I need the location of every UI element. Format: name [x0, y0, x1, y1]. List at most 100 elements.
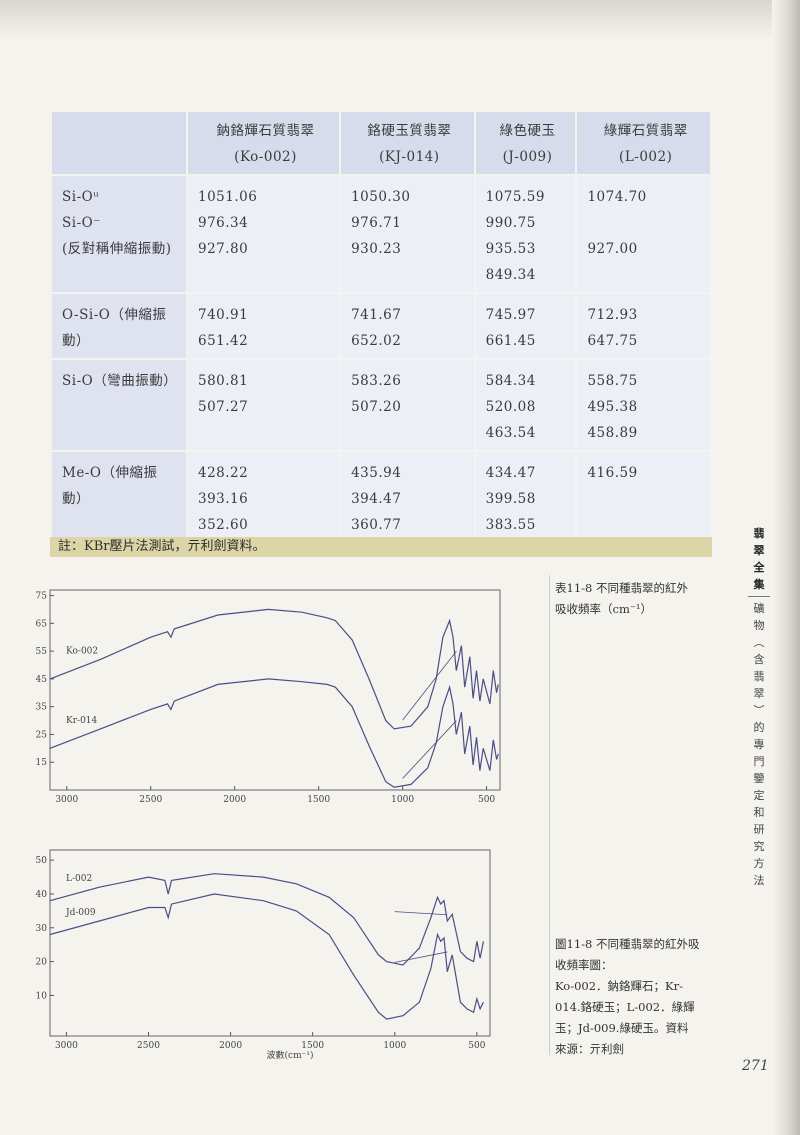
x-tick-label: 3000: [55, 795, 78, 805]
value-cell: 1075.59 990.75 935.53 849.34: [475, 176, 576, 292]
series-line: [49, 608, 499, 730]
page-edge: [772, 0, 800, 1135]
header-code: (L-002): [619, 149, 673, 165]
frequency-value: 651.42: [198, 333, 249, 349]
value-cell: 745.97 661.45: [475, 294, 576, 358]
sidebar-chapter-char: 法: [753, 874, 765, 887]
row-label-cell: Me-O（伸縮振 動）: [52, 452, 186, 542]
frequency-value: 849.34: [485, 267, 536, 283]
frequency-value: 495.38: [587, 399, 638, 415]
sidebar-book-char: 翠: [753, 544, 765, 557]
sidebar-chapter-char: 究: [753, 840, 765, 853]
sidebar-chapter-char: ︶: [753, 704, 765, 717]
frequency-value: 584.34: [485, 373, 536, 389]
frequency-value: 935.53: [485, 241, 536, 257]
sidebar-chapter-char: 專: [753, 738, 765, 751]
table-caption: 表11-8 不同種翡翠的紅外 吸收頻率（cm⁻¹）: [555, 578, 705, 620]
table-row: Si-O（彎曲振動） 580.81 507.27 583.26 507.20 584.34…: [52, 360, 710, 450]
y-tick-label: 30: [36, 924, 48, 934]
figure-caption-line: 玉；Jd-009.綠硬玉。資料: [555, 1021, 689, 1035]
x-tick-label: 2500: [137, 1041, 160, 1051]
table-row: Si-Oᵘ Si-O⁻ (反對稱伸縮振動) 1051.06 976.34 927.80 10…: [52, 176, 710, 292]
annotation-line: [402, 720, 457, 779]
frequency-value: 428.22: [198, 465, 249, 481]
frequency-value: 520.08: [485, 399, 536, 415]
frequency-value: 394.47: [351, 491, 402, 507]
frequency-value: 558.75: [587, 373, 638, 389]
sidebar-chapter-char: 定: [753, 789, 765, 802]
row-label-line: Si-O⁻: [62, 215, 101, 231]
sidebar-chapter-char: 翠: [753, 687, 765, 700]
value-cell: 580.81 507.27: [188, 360, 340, 450]
plot-frame: [49, 849, 491, 1037]
row-label-line: 動）: [62, 491, 90, 507]
value-cell: 1051.06 976.34 927.80: [188, 176, 340, 292]
frequency-value: 580.81: [198, 373, 249, 389]
table-header-cell: 綠輝石質翡翠 (L-002): [577, 112, 710, 174]
y-tick-label: 40: [36, 890, 48, 900]
value-cell: 712.93 647.75: [577, 294, 710, 358]
sidebar-book-char: 全: [753, 561, 765, 574]
header-name: 綠色硬玉: [499, 123, 556, 139]
sidebar-book-char: 集: [753, 578, 765, 591]
row-label-line: O-Si-O（伸縮振: [62, 307, 167, 323]
row-label-line: Me-O（伸縮振: [62, 465, 158, 481]
frequency-value: 416.59: [587, 465, 638, 481]
sidebar-chapter-char: 和: [753, 806, 765, 819]
annotation-line: [394, 951, 448, 963]
figure-caption: 圖11-8 不同種翡翠的紅外吸 收頻率圖： Ko-002．鈉鉻輝石；Kr- 01…: [555, 934, 725, 1060]
sidebar-chapter-char: 翡: [753, 670, 765, 683]
header-name: 鈉鉻輝石質翡翠: [216, 123, 315, 139]
frequency-value: 990.75: [485, 215, 536, 231]
header-code: (J-009): [502, 149, 553, 165]
row-label-line: 動）: [62, 333, 90, 349]
page-number: 271: [742, 1058, 769, 1074]
value-cell: 1050.30 976.71 930.23: [341, 176, 474, 292]
frequency-value: 352.60: [198, 517, 249, 533]
frequency-value: 393.16: [198, 491, 249, 507]
frequency-value: 976.34: [198, 215, 249, 231]
table-caption-line: 表11-8 不同種翡翠的紅外: [555, 581, 688, 595]
frequency-value: 399.58: [485, 491, 536, 507]
table-header-cell: 鉻硬玉質翡翠 (KJ-014): [341, 112, 474, 174]
value-cell: 1074.70 927.00: [577, 176, 710, 292]
x-axis-label: 波數(cm⁻¹): [267, 1049, 314, 1061]
header-name: 綠輝石質翡翠: [603, 123, 688, 139]
figure-caption-line: Ko-002．鈉鉻輝石；Kr-: [555, 979, 684, 993]
frequency-value: 976.71: [351, 215, 402, 231]
x-tick-label: 500: [478, 795, 495, 805]
frequency-value: 1074.70: [587, 189, 647, 205]
frequency-value: 647.75: [587, 333, 638, 349]
row-label-line: Si-O（彎曲振動）: [62, 373, 178, 389]
value-cell: 584.34 520.08 463.54: [475, 360, 576, 450]
table-row: Me-O（伸縮振 動） 428.22 393.16 352.60 435.94 394.47…: [52, 452, 710, 542]
x-tick-label: 500: [468, 1041, 485, 1051]
y-tick-label: 20: [36, 958, 48, 968]
sidebar-chapter-char: 研: [753, 823, 765, 836]
series-line: [49, 893, 484, 1020]
table-note: 註：KBr壓片法測試，亓利劍資料。: [50, 537, 712, 557]
plot-frame: [49, 589, 501, 791]
row-label-cell: O-Si-O（伸縮振 動）: [52, 294, 186, 358]
table-header-cell: 鈉鉻輝石質翡翠 (Ko-002): [188, 112, 340, 174]
sidebar-book-char: 翡: [753, 527, 765, 540]
frequency-value: 740.91: [198, 307, 249, 323]
value-cell: 740.91 651.42: [188, 294, 340, 358]
y-tick-label: 50: [36, 856, 48, 866]
x-tick-label: 3000: [55, 1041, 78, 1051]
y-tick-label: 45: [36, 675, 48, 685]
scan-shadow: [0, 0, 800, 40]
frequency-value: 435.94: [351, 465, 402, 481]
value-cell: 741.67 652.02: [341, 294, 474, 358]
frequency-value: 1075.59: [485, 189, 545, 205]
sidebar-chapter-char: 礦: [753, 602, 765, 615]
sidebar-chapter-char: 的: [753, 721, 765, 734]
frequency-value: 661.45: [485, 333, 536, 349]
y-tick-label: 65: [36, 619, 48, 629]
frequency-value: 1051.06: [198, 189, 258, 205]
table-corner-cell: [52, 112, 186, 174]
value-cell: 428.22 393.16 352.60: [188, 452, 340, 542]
value-cell: 435.94 394.47 360.77: [341, 452, 474, 542]
column-divider: [549, 575, 550, 1055]
